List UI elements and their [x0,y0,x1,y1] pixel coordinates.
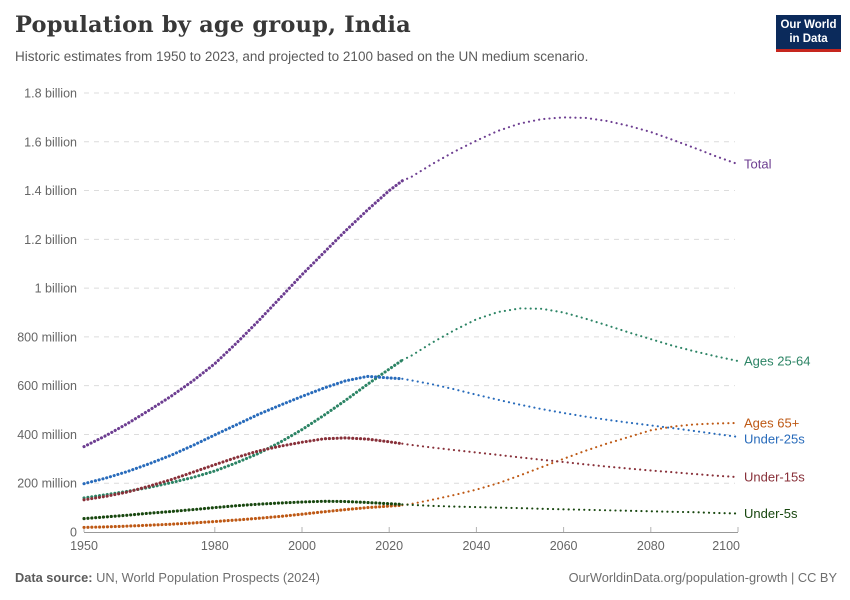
page-title: Population by age group, India [15,12,411,38]
series-line-projected-ages-25-64[interactable] [401,307,740,363]
data-source-text: UN, World Population Prospects (2024) [92,570,320,585]
series-label-ages-25-64[interactable]: Ages 25-64 [744,354,811,369]
y-axis-label: 600 million [17,379,77,393]
series-label-ages-65-[interactable]: Ages 65+ [744,415,799,430]
series-line-projected-under-5s[interactable] [401,503,740,515]
series-line-projected-ages-65-[interactable] [401,421,740,507]
x-axis-label: 2080 [637,539,665,550]
x-axis-label: 2000 [288,539,316,550]
series-label-under-5s[interactable]: Under-5s [744,506,798,521]
x-axis-label: 2060 [550,539,578,550]
y-axis-label: 200 million [17,477,77,491]
series-line-historic-under-15s[interactable] [82,436,404,502]
series-line-historic-under-5s[interactable] [82,499,404,521]
y-axis-label: 1 billion [35,282,77,296]
y-axis-label: 0 [70,526,77,540]
x-axis-label: 2100 [712,539,740,550]
series-line-historic-under-25s[interactable] [82,374,404,486]
x-axis-label: 1950 [70,539,98,550]
series-line-projected-under-25s[interactable] [401,377,740,438]
population-line-chart[interactable]: 0 200 million 400 million 600 million 800 mi… [0,80,850,551]
series-label-under-25s[interactable]: Under-25s [744,431,805,446]
series-label-under-15s[interactable]: Under-15s [744,470,805,485]
series-line-historic-ages-25-64[interactable] [82,358,404,500]
footer-link[interactable]: OurWorldinData.org/population-growth | C… [568,570,837,585]
series-line-historic-ages-65-[interactable] [82,503,404,529]
x-axis-label: 2020 [375,539,403,550]
data-source-label: Data source: [15,570,93,585]
owid-logo[interactable]: Our World in Data [776,15,841,52]
owid-logo-line1: Our World [780,19,837,31]
y-axis-label: 1.2 billion [24,233,77,247]
y-axis-label: 800 million [17,330,77,344]
data-source: Data source: UN, World Population Prospe… [15,570,320,585]
chart-subtitle: Historic estimates from 1950 to 2023, an… [15,49,589,64]
y-axis-label: 1.6 billion [24,135,77,149]
y-axis-label: 1.8 billion [24,87,77,101]
y-axis-label: 400 million [17,428,77,442]
x-axis-label: 1980 [201,539,229,550]
x-axis-label: 2040 [462,539,490,550]
owid-logo-line2: in Data [789,33,828,46]
y-axis-label: 1.4 billion [24,184,77,198]
series-label-total[interactable]: Total [744,157,772,172]
series-line-projected-total[interactable] [401,116,740,182]
series-line-historic-total[interactable] [82,179,404,449]
series-line-projected-under-15s[interactable] [401,442,740,479]
